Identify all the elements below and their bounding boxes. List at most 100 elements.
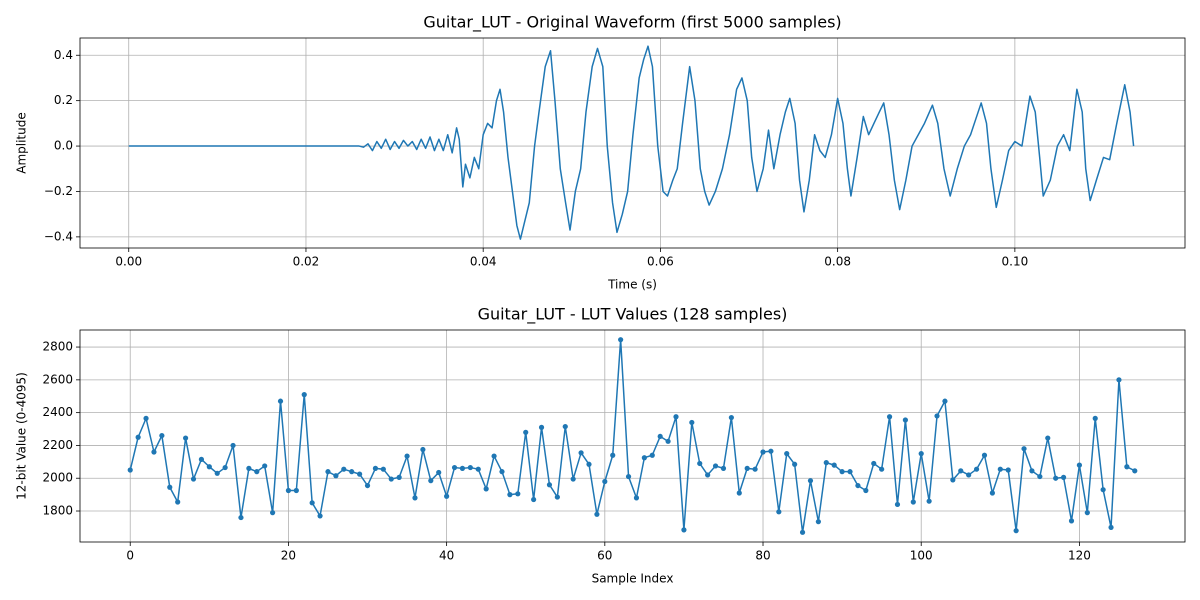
chart-title: Guitar_LUT - Original Waveform (first 50… [423, 13, 841, 33]
x-tick-label: 0 [126, 549, 134, 563]
marker [863, 487, 869, 494]
marker [934, 413, 940, 419]
marker [776, 509, 782, 515]
marker [262, 463, 268, 469]
marker [538, 424, 545, 430]
y-tick-label: 0.0 [54, 139, 73, 153]
marker [420, 446, 426, 453]
marker [1100, 487, 1106, 493]
marker [649, 452, 655, 458]
marker [855, 482, 861, 489]
marker [712, 463, 719, 469]
x-tick-label: 20 [281, 549, 296, 563]
marker [792, 461, 798, 467]
marker [950, 477, 956, 483]
marker [602, 478, 608, 485]
marker [127, 467, 133, 473]
marker [807, 478, 814, 484]
marker [847, 469, 853, 475]
marker [744, 465, 750, 471]
marker [831, 462, 837, 468]
y-tick-label: 2400 [42, 405, 73, 419]
marker [222, 464, 228, 471]
marker [396, 474, 402, 480]
marker [459, 465, 466, 471]
marker [404, 453, 410, 459]
y-tick-label: −0.2 [44, 184, 73, 198]
marker [681, 527, 687, 533]
marker [412, 495, 418, 501]
x-axis-label: Sample Index [592, 572, 674, 586]
marker [981, 452, 988, 458]
marker [483, 486, 489, 492]
marker [388, 476, 394, 482]
x-tick-label: 0.08 [824, 255, 851, 269]
marker [562, 423, 568, 430]
marker [570, 476, 576, 482]
marker [1092, 415, 1098, 421]
marker [285, 487, 292, 494]
marker [499, 469, 505, 475]
chart-title: Guitar_LUT - LUT Values (128 samples) [478, 305, 788, 325]
marker [942, 398, 948, 404]
marker [277, 398, 284, 404]
marker [1068, 518, 1075, 524]
marker [578, 450, 584, 456]
marker [918, 451, 924, 457]
x-tick-label: 0.06 [647, 255, 674, 269]
marker [886, 414, 893, 420]
x-tick-label: 120 [1068, 549, 1091, 563]
marker [167, 484, 173, 490]
marker [372, 465, 379, 471]
marker [926, 498, 932, 504]
marker [246, 465, 252, 471]
marker [1005, 467, 1011, 473]
marker [317, 513, 323, 519]
marker [689, 419, 695, 426]
y-axis-label: 12-bit Value (0-4095) [15, 372, 29, 500]
marker [618, 337, 624, 343]
marker [1045, 435, 1051, 441]
marker [554, 494, 560, 500]
marker [610, 452, 616, 458]
y-tick-label: 2000 [42, 471, 73, 485]
marker [135, 434, 141, 440]
x-tick-label: 100 [910, 549, 933, 563]
marker [293, 487, 299, 494]
marker [673, 414, 679, 420]
marker [333, 473, 339, 479]
marker [325, 469, 331, 475]
marker [823, 460, 829, 466]
x-axis-label: Time (s) [607, 278, 657, 292]
marker [1132, 468, 1138, 474]
x-tick-label: 0.00 [115, 255, 142, 269]
marker [491, 453, 497, 459]
marker [214, 470, 220, 476]
marker [705, 472, 711, 478]
waveform-line [128, 45, 1135, 240]
x-tick-label: 0.10 [1002, 255, 1029, 269]
marker [997, 466, 1003, 472]
y-tick-label: 2800 [42, 340, 73, 354]
marker [1108, 524, 1114, 531]
marker [238, 514, 244, 521]
marker [958, 468, 964, 474]
marker [515, 491, 521, 497]
marker [380, 466, 386, 472]
marker [451, 464, 458, 471]
marker [989, 490, 995, 496]
marker [546, 482, 553, 488]
axes-frame [79, 329, 1186, 543]
marker [799, 529, 806, 535]
y-tick-label: 0.4 [54, 48, 73, 62]
marker [594, 511, 600, 517]
marker [436, 469, 442, 476]
marker [728, 414, 734, 421]
marker [349, 469, 355, 475]
marker [467, 464, 473, 471]
marker [1021, 446, 1027, 452]
marker [736, 490, 742, 496]
marker [309, 500, 315, 506]
marker [301, 392, 307, 398]
